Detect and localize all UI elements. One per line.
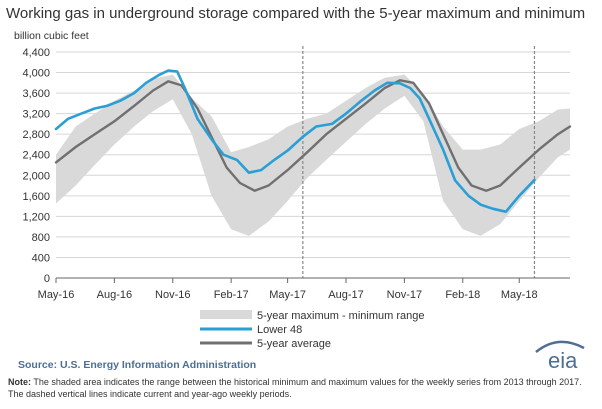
y-tick-label: 2,000 [22, 170, 50, 182]
x-tick-label: May-17 [269, 289, 306, 301]
legend-label-average: 5-year average [257, 338, 331, 350]
legend: 5-year maximum - minimum range Lower 48 5-… [200, 310, 424, 350]
source-text: Source: U.S. Energy Information Administ… [18, 359, 257, 371]
y-axis-unit-label: billion cubic feet [14, 30, 89, 42]
reference-lines [302, 46, 536, 278]
x-tick-label: Aug-17 [328, 289, 363, 301]
x-tick-label: May-18 [501, 289, 538, 301]
y-tick-label: 2,400 [22, 150, 50, 162]
x-tick-label: Aug-16 [97, 289, 132, 301]
y-tick-label: 2,800 [22, 129, 50, 141]
average-line [54, 79, 572, 192]
y-tick-label: 1,600 [22, 191, 50, 203]
y-tick-label: 3,200 [22, 109, 50, 121]
x-tick-label: May-16 [38, 289, 75, 301]
range-layer [56, 74, 570, 236]
y-tick-label: 1,200 [22, 211, 50, 223]
x-tick-label: Nov-17 [387, 289, 422, 301]
y-tick-label: 4,000 [22, 68, 50, 80]
note-label: Note: [8, 377, 31, 387]
y-tick-label: 0 [44, 273, 50, 285]
x-tick-label: Feb-17 [214, 289, 249, 301]
x-tick-label: Nov-16 [155, 289, 190, 301]
range-band [56, 74, 570, 236]
note-body: The shaded area indicates the range betw… [8, 377, 582, 399]
legend-label-range: 5-year maximum - minimum range [257, 310, 424, 322]
axes: 0 400 800 1,200 1,600 2,000 2,400 2,800 3,200 3,6… [22, 47, 570, 301]
y-tick-label: 3,600 [22, 88, 50, 100]
legend-label-lower48: Lower 48 [257, 324, 302, 336]
y-tick-label: 400 [32, 252, 50, 264]
chart-title: Working gas in underground storage compa… [6, 5, 586, 22]
note-text: Note: The shaded area indicates the rang… [8, 376, 598, 400]
y-tick-label: 800 [32, 232, 50, 244]
series-layer [54, 69, 572, 213]
legend-swatch-range [200, 310, 252, 319]
lower48-line [54, 69, 536, 213]
eia-logo: eia [530, 338, 590, 377]
logo-arc [535, 340, 585, 353]
logo-text: eia [548, 348, 578, 372]
eia-logo-mark: eia [535, 340, 585, 373]
gridlines [56, 51, 570, 258]
y-tick-label: 4,400 [22, 47, 50, 59]
x-tick-label: Feb-18 [445, 289, 480, 301]
